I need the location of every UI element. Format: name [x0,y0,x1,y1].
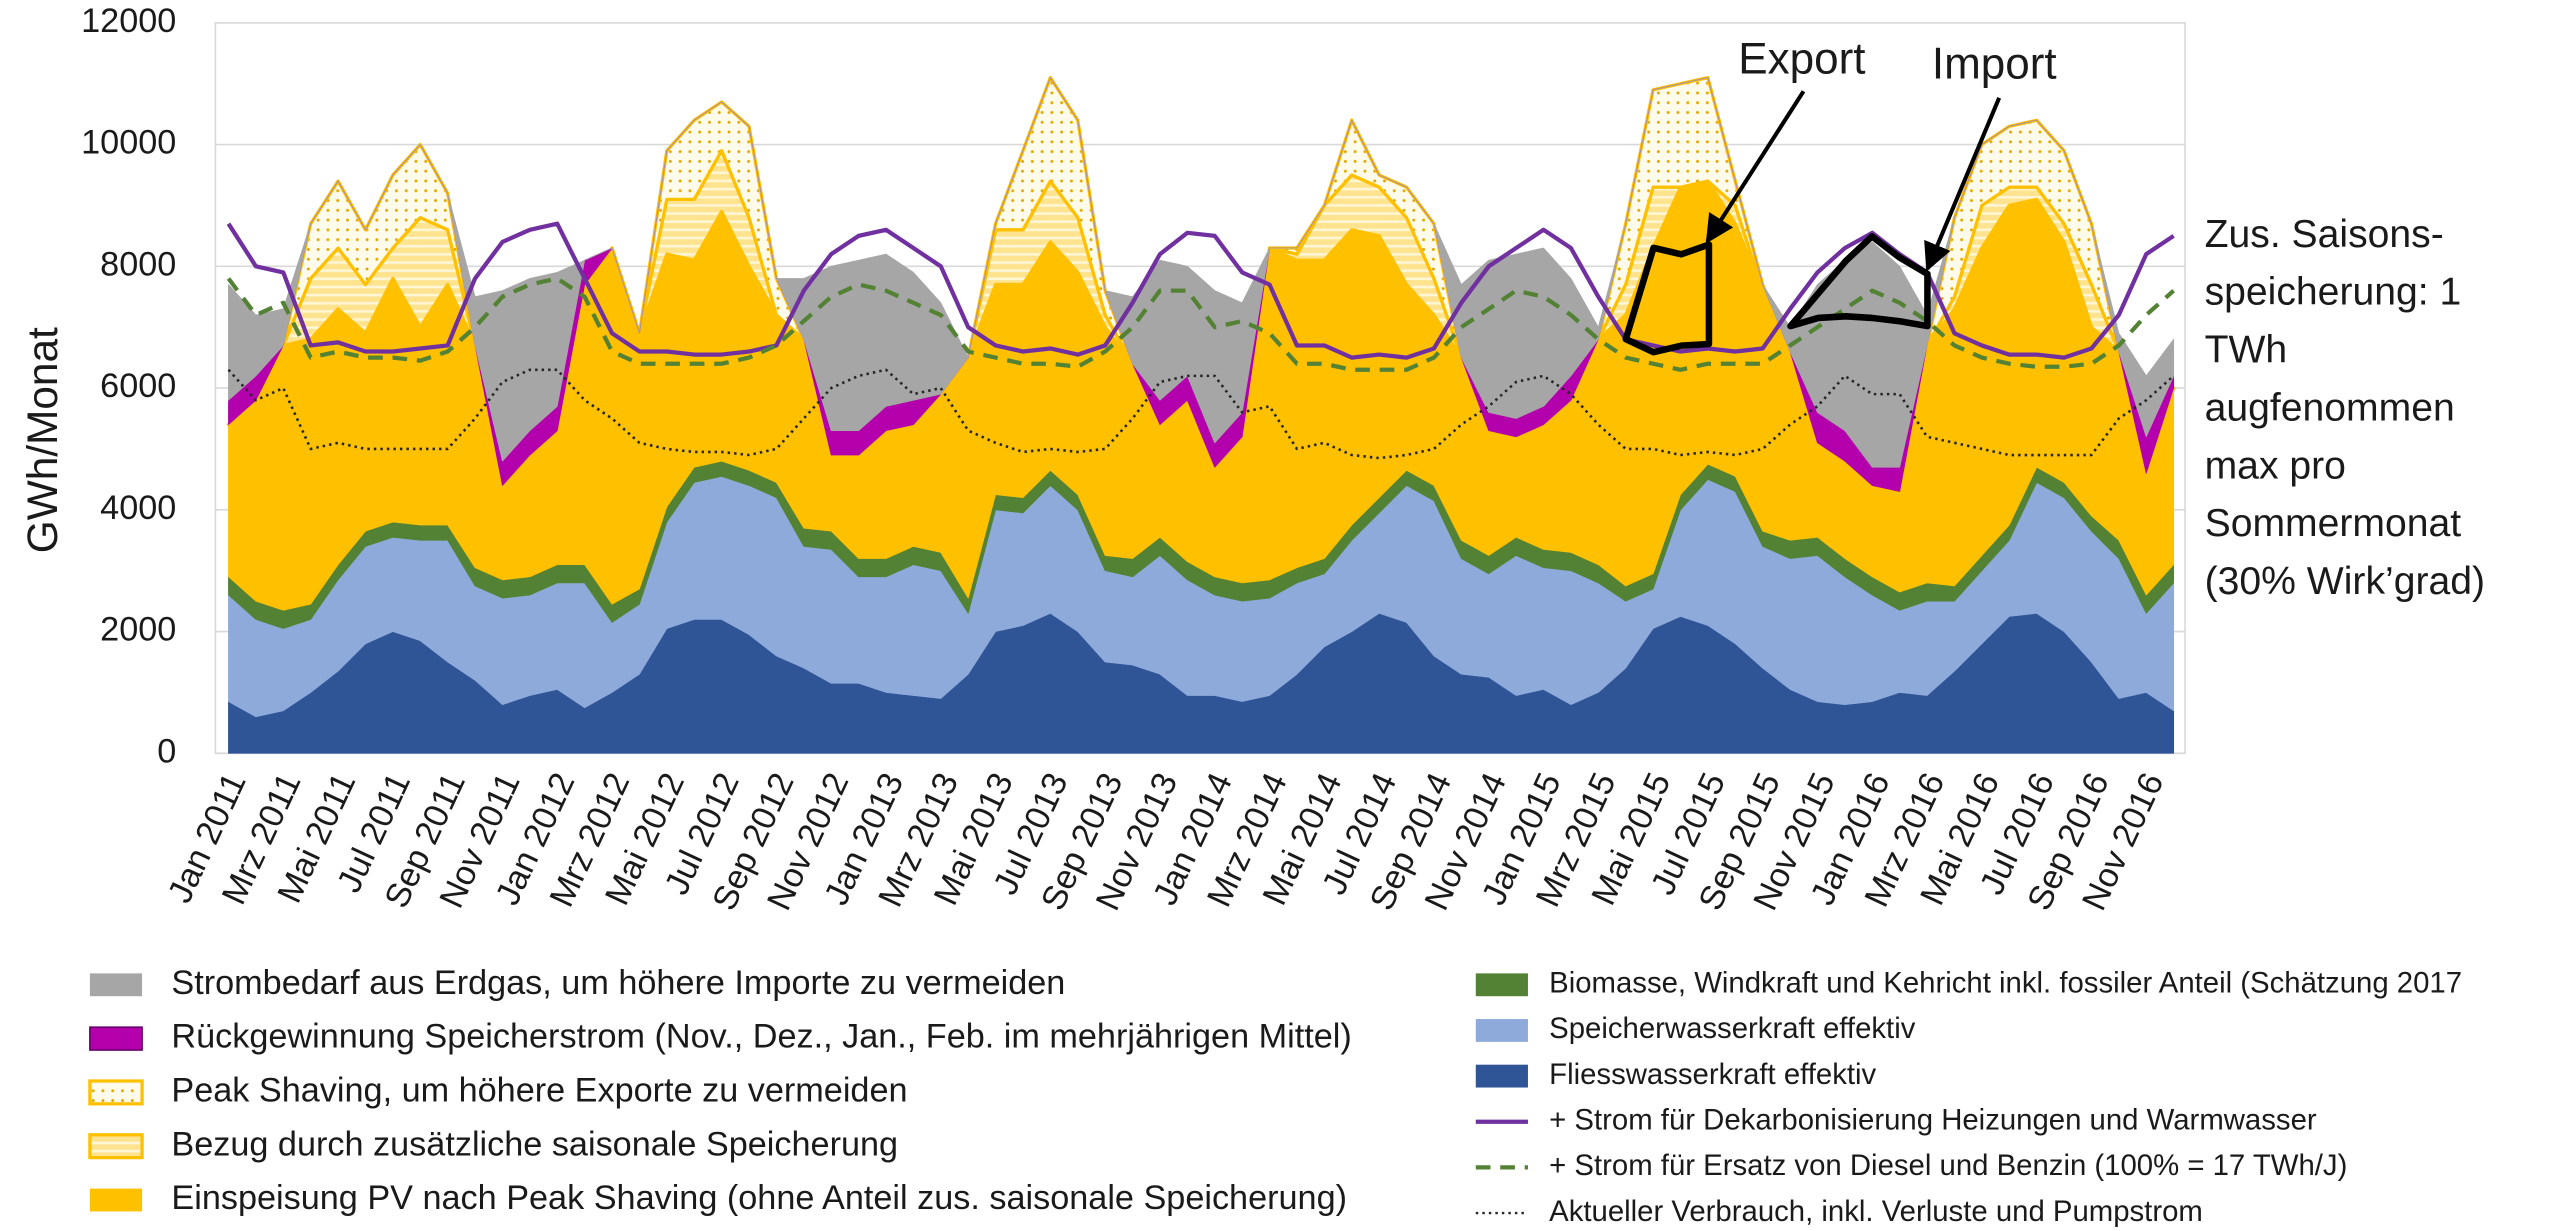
legend-label: + Strom für Ersatz von Diesel und Benzin… [1549,1149,2347,1182]
legend-swatch [1475,1019,1528,1042]
import-outline [1787,233,1931,330]
legend-label: Peak Shaving, um höhere Exporte zu verme… [171,1071,907,1109]
legend-swatch [89,973,143,997]
legend-label: Rückgewinnung Speicherstrom (Nov., Dez.,… [171,1018,1351,1056]
legend-swatch [89,1026,143,1051]
legend-label: Biomasse, Windkraft und Kehricht inkl. f… [1549,967,2462,1000]
side-note-line: augfenommen [2205,386,2455,429]
legend-swatch [88,1133,144,1160]
side-note-line: TWh [2205,329,2288,372]
lines [226,221,2176,460]
y-tick-label: 4000 [100,489,176,527]
side-note-line: Sommermonat [2205,502,2462,545]
import-label: Import [1932,39,2057,88]
side-note-line: max pro [2205,444,2346,487]
y-tick-label: 0 [157,732,176,770]
legend-swatch [88,1079,144,1106]
side-note-line: speicherung: 1 [2205,271,2462,314]
side-note: Zus. Saisons-speicherung: 1 TWh augfenomme… [2205,213,2485,603]
legend-swatch [1475,973,1528,997]
areas [226,75,2176,754]
line-10 [227,368,2175,460]
side-note-line: Zus. Saisons- [2205,213,2444,256]
export-arrow [1705,90,1806,244]
legend-swatch [89,1188,143,1212]
y-tick-label: 6000 [100,367,176,405]
y-tick-label: 10000 [81,124,176,162]
y-axis-label: GWh/Monat [19,327,66,553]
area-0 [228,77,2175,468]
legend-label: Strombedarf aus Erdgas, um höhere Import… [171,964,1065,1002]
legend: Strombedarf aus Erdgas, um höhere Import… [88,964,2462,1228]
legend-swatch [1475,1064,1528,1088]
legend-label: + Strom für Dekarbonisierung Heizungen u… [1549,1104,2317,1137]
y-tick-label: 12000 [81,2,176,40]
legend-label: Bezug durch zusätzliche saisonale Speich… [171,1125,898,1163]
legend-label: Fliesswasserkraft effektiv [1549,1058,1876,1091]
legend-label: Aktueller Verbrauch, inkl. Verluste und … [1549,1195,2203,1228]
y-tick-label: 2000 [100,611,176,649]
legend-label: Speicherwasserkraft effektiv [1549,1012,1916,1045]
export-label: Export [1738,35,1865,84]
line-8 [226,221,2175,360]
y-tick-label: 8000 [100,245,176,283]
import-arrow [1924,97,2002,272]
side-note-line: (30% Wirk’grad) [2205,560,2485,603]
export-outline [1622,241,1713,356]
legend-label: Einspeisung PV nach Peak Shaving (ohne A… [171,1179,1347,1217]
